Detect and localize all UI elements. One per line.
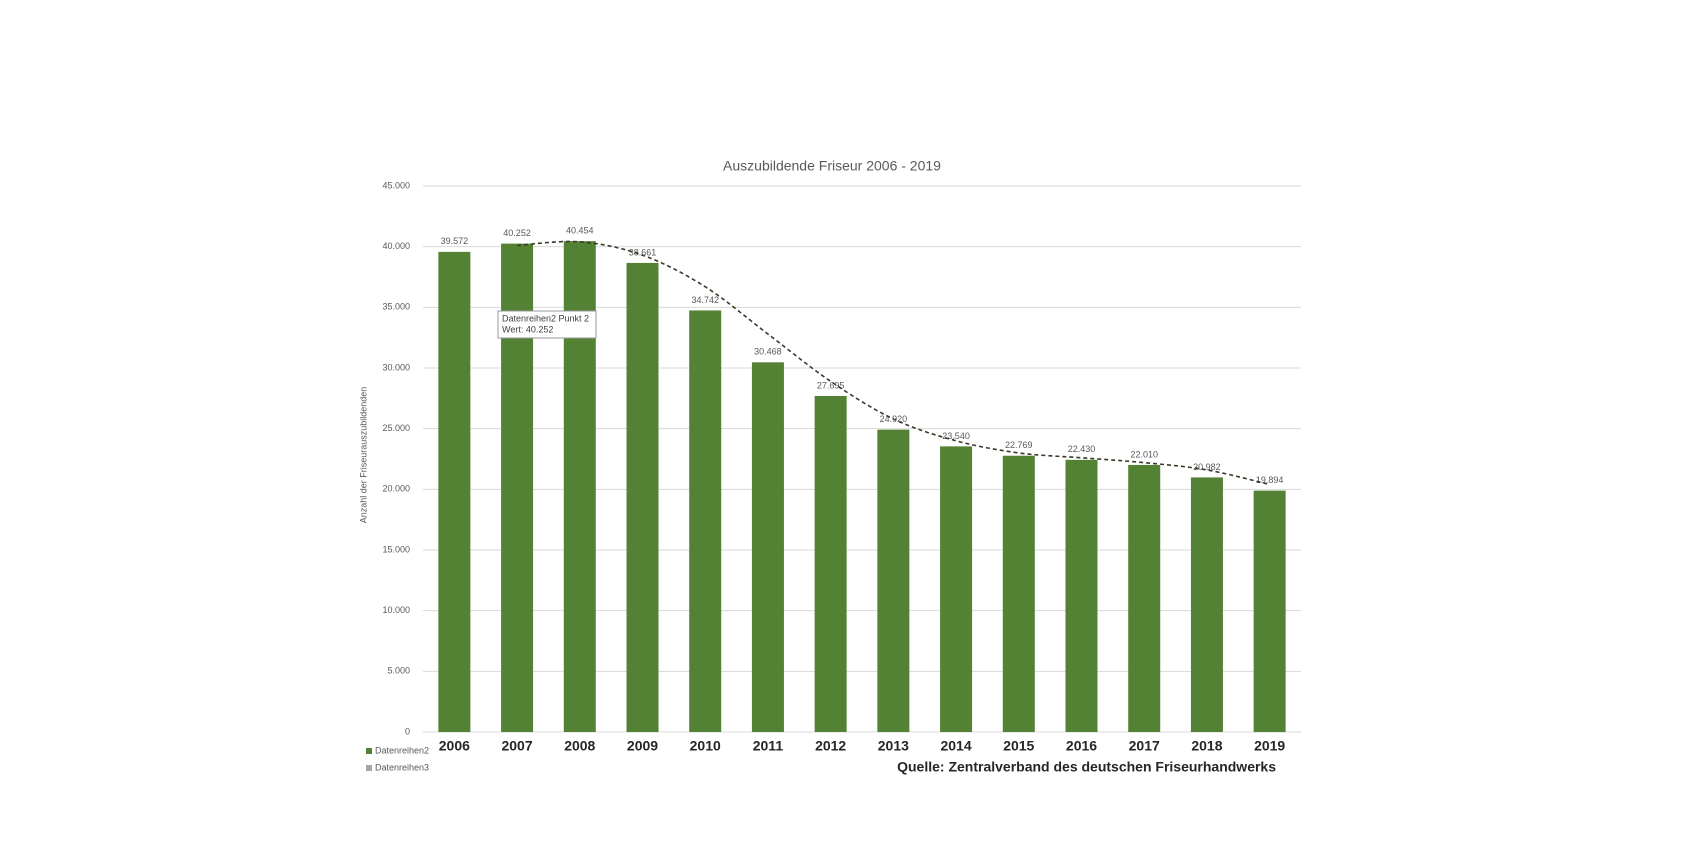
x-tick-label: 2006 — [439, 738, 470, 754]
trend-line — [517, 240, 1270, 486]
y-axis-label: Anzahl der Friseurauszubildenden — [358, 387, 368, 524]
data-label: 39.572 — [441, 236, 469, 246]
x-tick-label: 2013 — [878, 738, 909, 754]
tooltip-text: Wert: 40.252 — [502, 324, 553, 334]
x-tick-label: 2018 — [1191, 738, 1222, 754]
x-tick-label: 2014 — [940, 738, 971, 754]
legend-label: Datenreihen2 — [375, 745, 429, 755]
x-tick-label: 2011 — [753, 738, 784, 754]
data-label: 22.430 — [1068, 444, 1096, 454]
data-label: 40.252 — [503, 228, 531, 238]
bar — [438, 251, 471, 732]
source-note: Quelle: Zentralverband des deutschen Fri… — [897, 759, 1276, 775]
data-label: 22.769 — [1005, 440, 1033, 450]
bar — [814, 395, 847, 732]
y-tick-label: 25.000 — [382, 423, 410, 433]
x-tick-label: 2015 — [1003, 738, 1034, 754]
y-tick-label: 0 — [405, 726, 410, 736]
x-tick-label: 2010 — [690, 738, 721, 754]
legend-swatch — [366, 748, 372, 754]
y-tick-label: 40.000 — [382, 241, 410, 251]
data-label: 27.695 — [817, 380, 845, 390]
bar — [689, 310, 722, 732]
x-tick-label: 2012 — [815, 738, 846, 754]
bar — [1253, 490, 1286, 732]
legend-swatch — [366, 765, 372, 771]
y-tick-label: 20.000 — [382, 484, 410, 494]
data-label: 22.010 — [1130, 449, 1158, 459]
bar — [1128, 464, 1161, 732]
bar — [751, 362, 784, 732]
y-tick-label: 10.000 — [382, 605, 410, 615]
y-tick-label: 5.000 — [387, 666, 410, 676]
x-tick-label: 2019 — [1254, 738, 1285, 754]
x-tick-label: 2017 — [1129, 738, 1160, 754]
tooltip-text: Datenreihen2 Punkt 2 — [502, 313, 589, 323]
data-label: 19.894 — [1256, 475, 1284, 485]
y-tick-label: 45.000 — [382, 180, 410, 190]
data-label: 34.742 — [691, 295, 719, 305]
bar — [1190, 477, 1223, 732]
bar — [877, 429, 910, 732]
x-tick-label: 2008 — [564, 738, 595, 754]
chart-title: Auszubildende Friseur 2006 - 2019 — [723, 158, 941, 174]
data-label: 38.661 — [629, 247, 657, 257]
data-label: 40.454 — [566, 226, 594, 236]
data-label: 20.982 — [1193, 462, 1221, 472]
x-tick-label: 2009 — [627, 738, 658, 754]
bar — [940, 446, 973, 732]
y-tick-label: 30.000 — [382, 362, 410, 372]
data-label: 30.468 — [754, 347, 782, 357]
y-tick-label: 15.000 — [382, 544, 410, 554]
legend-label: Datenreihen3 — [375, 762, 429, 772]
x-tick-label: 2016 — [1066, 738, 1097, 754]
tooltip-box — [497, 310, 597, 339]
x-tick-label: 2007 — [501, 738, 532, 754]
y-tick-label: 35.000 — [382, 302, 410, 312]
bar — [1065, 459, 1098, 732]
data-label: 23.540 — [942, 431, 970, 441]
bar — [1002, 455, 1035, 732]
bar — [626, 262, 659, 732]
